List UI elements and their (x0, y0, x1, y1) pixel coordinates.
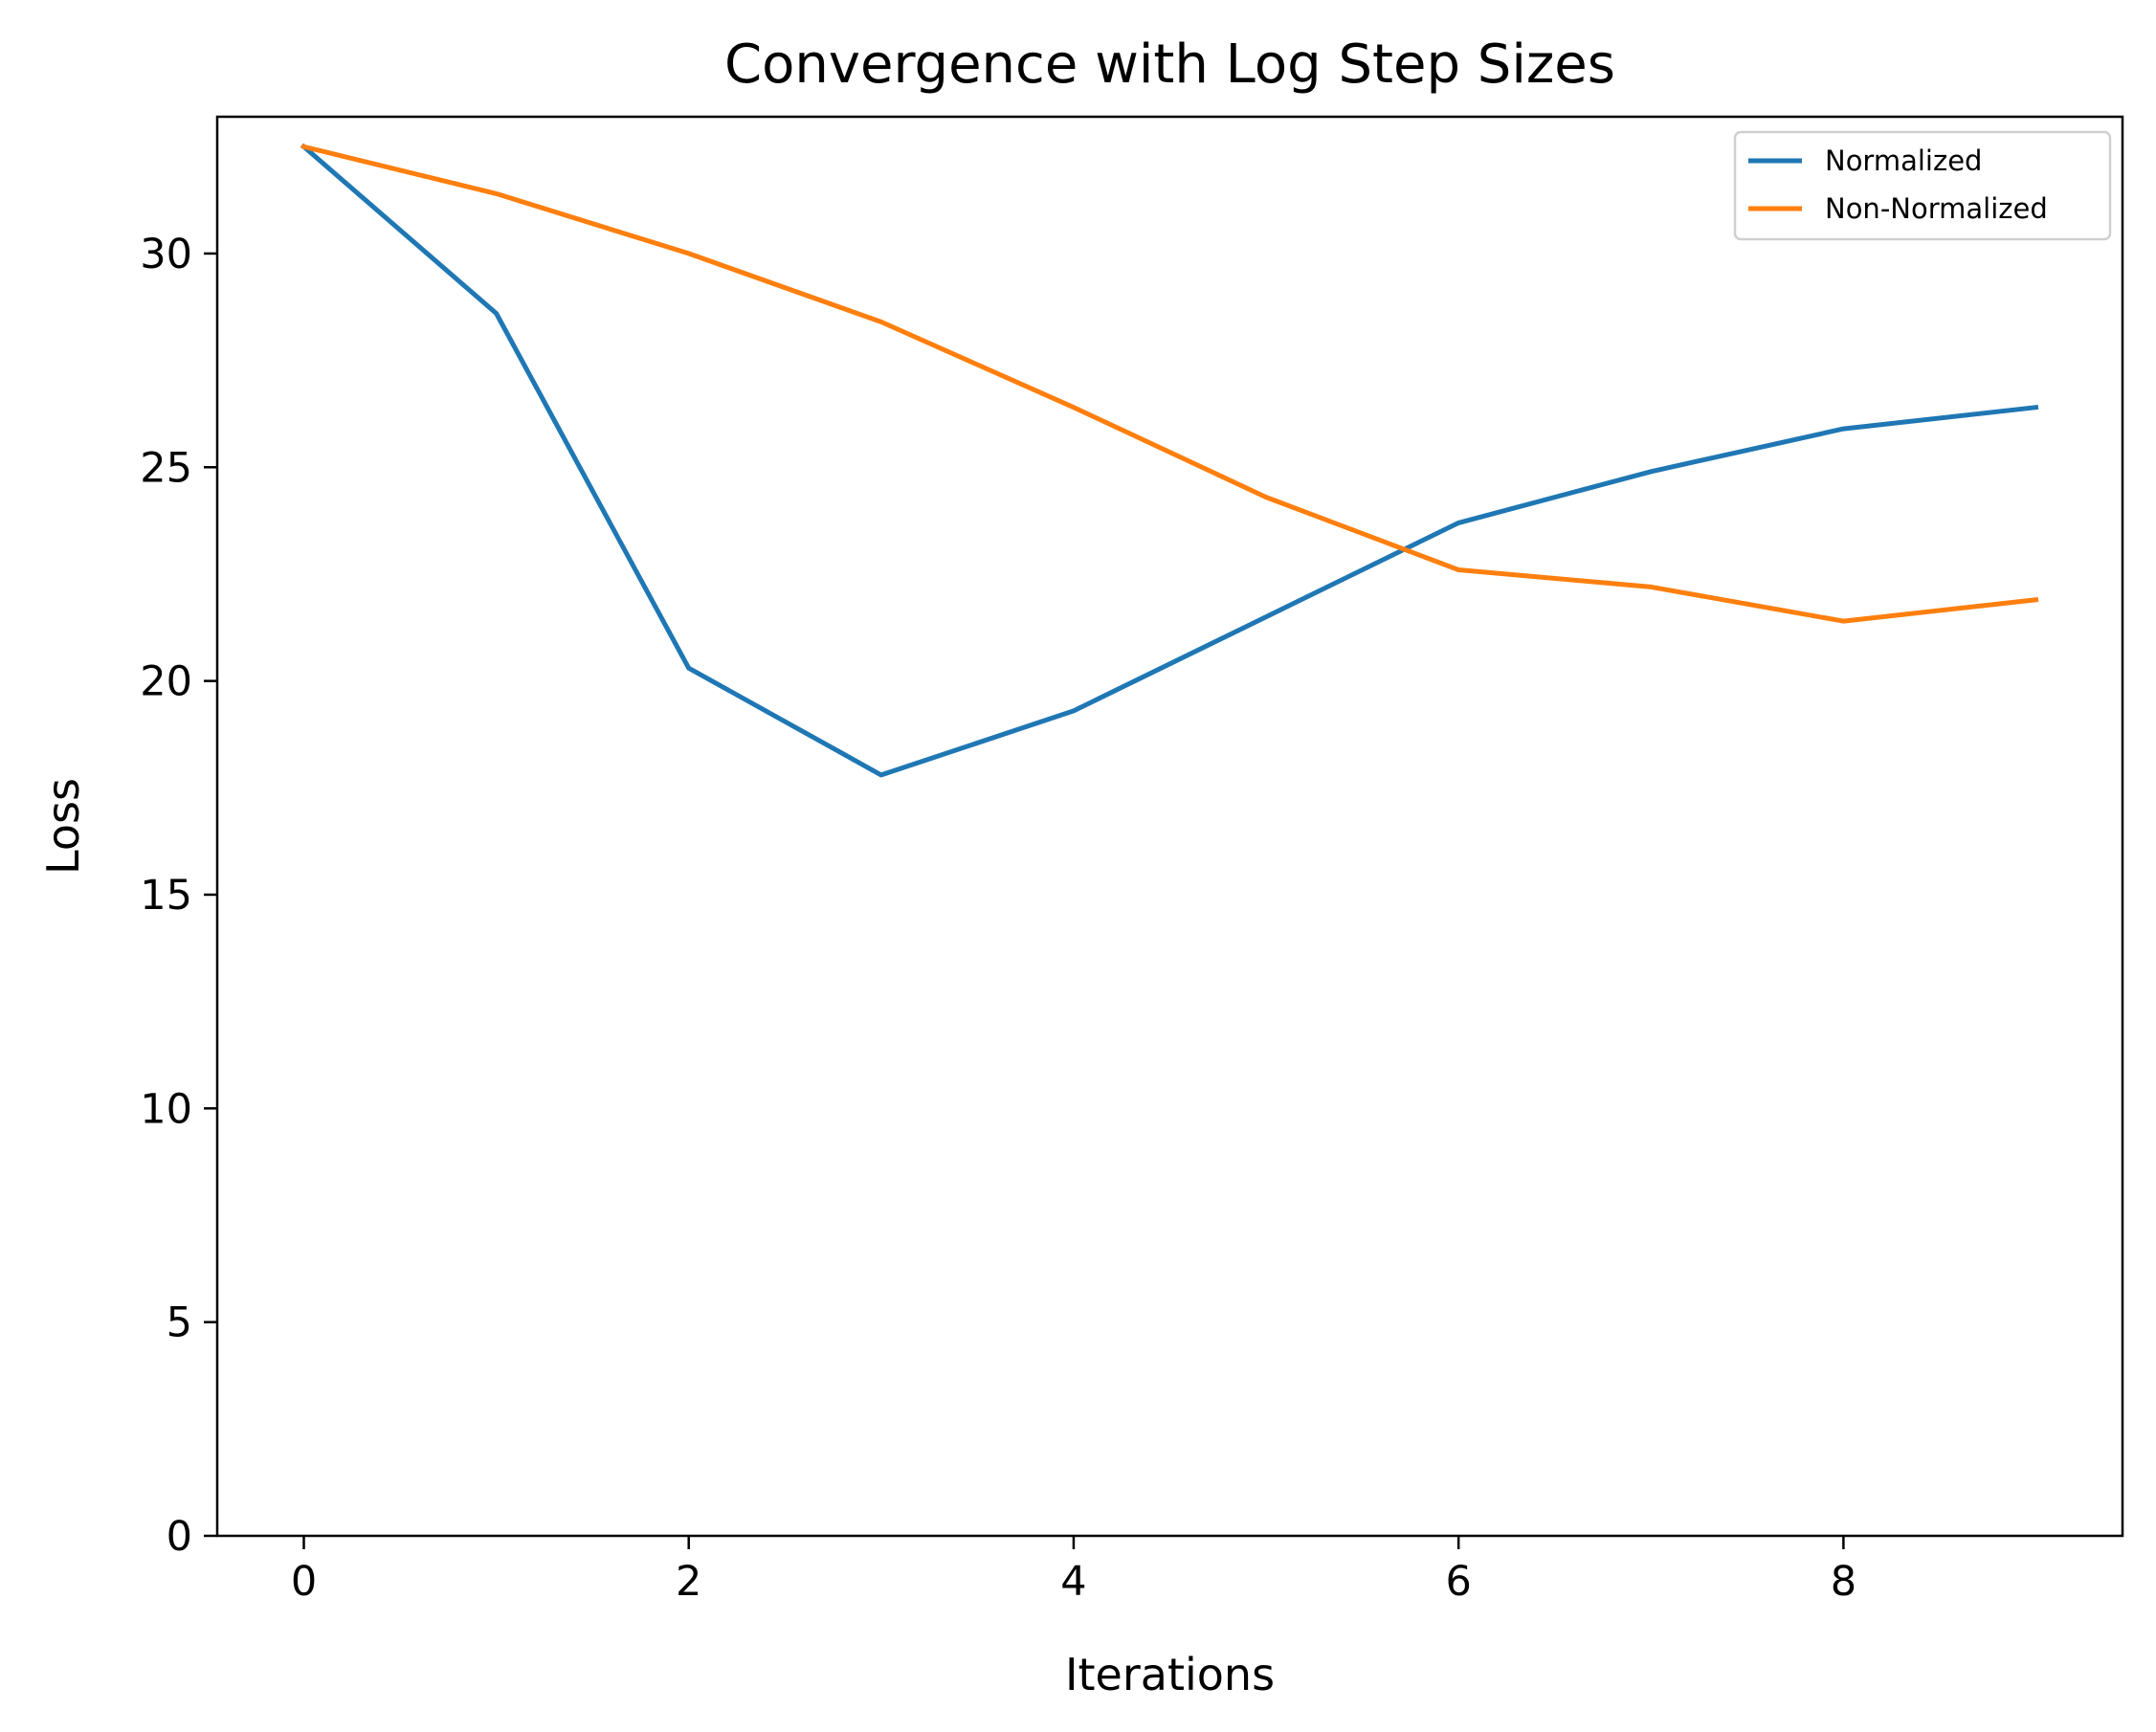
x-tick-label: 8 (1831, 1558, 1856, 1606)
legend-label-non-normalized: Non-Normalized (1825, 192, 2048, 225)
plot-frame (215, 115, 2124, 1538)
y-tick-label: 15 (140, 872, 192, 920)
x-axis: 0 2 4 6 8 (291, 1536, 1856, 1606)
y-tick-label: 10 (140, 1085, 192, 1133)
legend-label-normalized: Normalized (1825, 144, 1982, 177)
y-axis-label: Loss (37, 778, 89, 875)
y-tick-label: 25 (140, 444, 192, 492)
series-line-normalized (300, 143, 2039, 778)
y-tick-label: 30 (140, 231, 192, 278)
y-tick-label: 0 (167, 1513, 192, 1561)
series-line-non-normalized (300, 144, 2039, 624)
legend: Normalized Non-Normalized (1733, 130, 2112, 241)
y-tick-label: 5 (167, 1299, 192, 1347)
y-tick-label: 20 (140, 658, 192, 706)
legend-box (1733, 130, 2112, 241)
y-axis: 0 5 10 15 20 25 30 (140, 231, 217, 1561)
chart-title: Convergence with Log Step Sizes (724, 33, 1615, 96)
x-tick-label: 2 (676, 1558, 701, 1606)
x-tick-label: 4 (1060, 1558, 1086, 1606)
series-layer (300, 143, 2039, 778)
x-tick-label: 0 (291, 1558, 317, 1606)
x-tick-label: 6 (1445, 1558, 1471, 1606)
x-axis-label: Iterations (1065, 1649, 1275, 1700)
